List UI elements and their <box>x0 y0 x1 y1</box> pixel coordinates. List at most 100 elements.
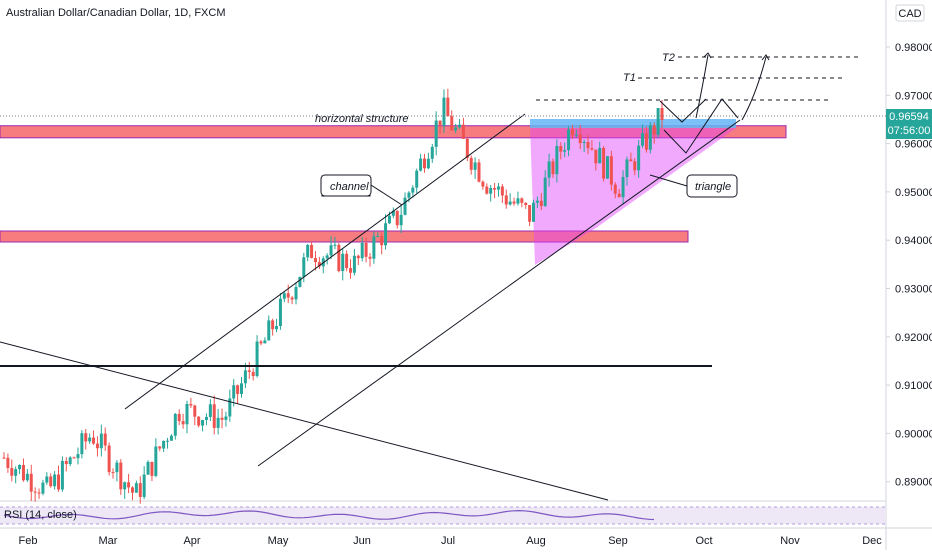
candle[interactable] <box>251 368 255 381</box>
candle[interactable] <box>119 459 123 495</box>
candle[interactable] <box>372 231 376 264</box>
candle[interactable] <box>532 199 536 222</box>
candle[interactable] <box>189 397 193 409</box>
candle[interactable] <box>341 248 345 281</box>
candle[interactable] <box>403 192 407 216</box>
candle[interactable] <box>201 419 205 432</box>
candle[interactable] <box>49 473 53 488</box>
candle[interactable] <box>368 253 372 267</box>
candle[interactable] <box>524 202 528 209</box>
candle[interactable] <box>364 237 368 263</box>
candle[interactable] <box>313 251 317 271</box>
price-axis[interactable]: 0.98000 0.97000 0.96000 0.95000 0.94000 0.930… <box>886 42 932 489</box>
projection-arrow-t2-alt[interactable] <box>741 56 767 121</box>
descending-trendline[interactable] <box>0 341 609 501</box>
candle[interactable] <box>130 486 134 501</box>
candle[interactable] <box>617 188 621 198</box>
candle[interactable] <box>212 395 216 435</box>
candle[interactable] <box>528 204 532 227</box>
candle[interactable] <box>325 253 329 265</box>
candle[interactable] <box>68 456 72 467</box>
candle[interactable] <box>220 408 224 429</box>
candle[interactable] <box>516 191 520 206</box>
candle[interactable] <box>76 447 80 465</box>
candle[interactable] <box>648 122 652 154</box>
candle[interactable] <box>329 236 333 260</box>
candle[interactable] <box>204 413 208 426</box>
candle[interactable] <box>442 89 446 133</box>
candle[interactable] <box>111 468 115 479</box>
candle[interactable] <box>633 158 637 176</box>
candle[interactable] <box>197 416 201 428</box>
candle[interactable] <box>88 433 92 444</box>
candle[interactable] <box>99 424 103 457</box>
candle[interactable] <box>520 197 524 208</box>
candle[interactable] <box>169 434 173 441</box>
candle[interactable] <box>243 362 247 389</box>
symbol-title[interactable]: Australian Dollar/Canadian Dollar, 1D, F… <box>6 7 225 19</box>
candle[interactable] <box>539 193 543 211</box>
candle[interactable] <box>407 191 411 203</box>
candle[interactable] <box>282 291 286 303</box>
candle[interactable] <box>547 153 551 187</box>
candle[interactable] <box>286 284 290 304</box>
candle[interactable] <box>594 149 598 171</box>
candle[interactable] <box>512 197 516 206</box>
candle[interactable] <box>582 139 586 153</box>
candle[interactable] <box>298 276 302 288</box>
candle[interactable] <box>477 159 481 183</box>
candle[interactable] <box>306 243 310 262</box>
candle[interactable] <box>605 156 609 179</box>
candle[interactable] <box>567 126 571 157</box>
candle[interactable] <box>559 142 563 160</box>
candle[interactable] <box>333 237 337 250</box>
candle[interactable] <box>399 205 403 234</box>
candle[interactable] <box>185 400 189 434</box>
candle[interactable] <box>267 315 271 341</box>
candle[interactable] <box>80 430 84 459</box>
candle[interactable] <box>485 183 489 195</box>
candle[interactable] <box>426 152 430 170</box>
candle[interactable] <box>41 479 45 496</box>
candle[interactable] <box>193 404 197 426</box>
candle[interactable] <box>232 379 236 407</box>
channel-upper-line[interactable] <box>124 113 526 410</box>
candle[interactable] <box>625 156 629 186</box>
candle[interactable] <box>18 464 22 474</box>
candle[interactable] <box>458 118 462 129</box>
candle[interactable] <box>609 150 613 191</box>
channel-callout[interactable]: channel <box>320 174 403 206</box>
candle[interactable] <box>563 142 567 158</box>
candle[interactable] <box>446 88 450 117</box>
candle[interactable] <box>173 413 177 440</box>
projection-arrow-t2[interactable] <box>695 54 709 119</box>
candle[interactable] <box>6 453 10 473</box>
candle[interactable] <box>652 122 656 144</box>
candle[interactable] <box>150 461 154 482</box>
candle[interactable] <box>45 472 49 485</box>
candle[interactable] <box>103 427 107 451</box>
candle[interactable] <box>208 399 212 422</box>
triangle-callout[interactable]: triangle <box>649 174 738 198</box>
resistance-zone-upper[interactable] <box>0 125 787 139</box>
candle[interactable] <box>10 459 14 482</box>
candle[interactable] <box>21 458 25 482</box>
resistance-zone-lower[interactable] <box>0 230 689 243</box>
candle[interactable] <box>454 123 458 134</box>
candle[interactable] <box>574 129 578 138</box>
candle[interactable] <box>602 146 606 182</box>
candle[interactable] <box>578 125 582 150</box>
candle[interactable] <box>543 170 547 207</box>
candle[interactable] <box>345 250 349 272</box>
breakout-zone[interactable] <box>530 119 736 128</box>
candle[interactable] <box>555 139 559 183</box>
candle[interactable] <box>469 155 473 175</box>
candle[interactable] <box>247 361 251 379</box>
candle[interactable] <box>493 182 497 199</box>
candle[interactable] <box>60 456 64 492</box>
candle[interactable] <box>263 337 267 344</box>
candle[interactable] <box>181 413 185 429</box>
candle[interactable] <box>177 409 181 426</box>
candle[interactable] <box>360 237 364 262</box>
